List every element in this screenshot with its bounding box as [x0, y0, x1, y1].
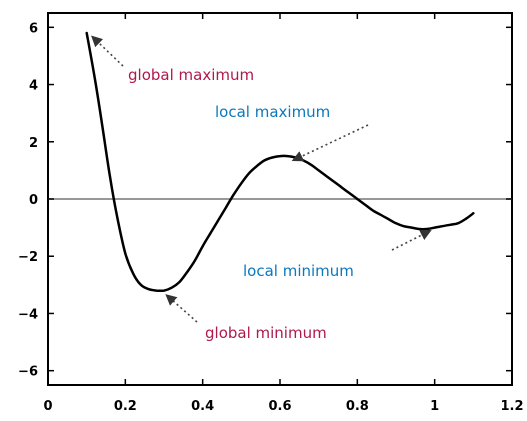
x-tick-label: 0.4 [191, 399, 214, 414]
y-tick-label: −2 [18, 250, 38, 265]
annotation-label: local minimum [243, 262, 354, 280]
x-tick-label: 1.2 [500, 399, 523, 414]
y-tick-label: −4 [18, 307, 38, 322]
x-tick-label: 0 [43, 399, 52, 414]
annotation-arrow [391, 230, 432, 251]
annotation-arrow [165, 294, 198, 323]
y-tick-label: 2 [29, 136, 38, 151]
annotation-label: local maximum [215, 103, 330, 121]
y-tick-label: 4 [29, 79, 38, 94]
annotation-arrow [291, 124, 369, 162]
annotation-label: global minimum [205, 324, 327, 342]
x-tick-label: 0.2 [114, 399, 137, 414]
annotation-label: global maximum [128, 66, 254, 84]
annotation-arrow [91, 35, 124, 67]
x-tick-label: 0.8 [346, 399, 369, 414]
function-curve [85, 31, 475, 293]
y-tick-label: 0 [29, 193, 38, 208]
y-tick-label: −6 [18, 365, 38, 380]
x-tick-label: 1 [430, 399, 439, 414]
x-tick-label: 0.6 [268, 399, 291, 414]
y-tick-label: 6 [29, 21, 38, 36]
